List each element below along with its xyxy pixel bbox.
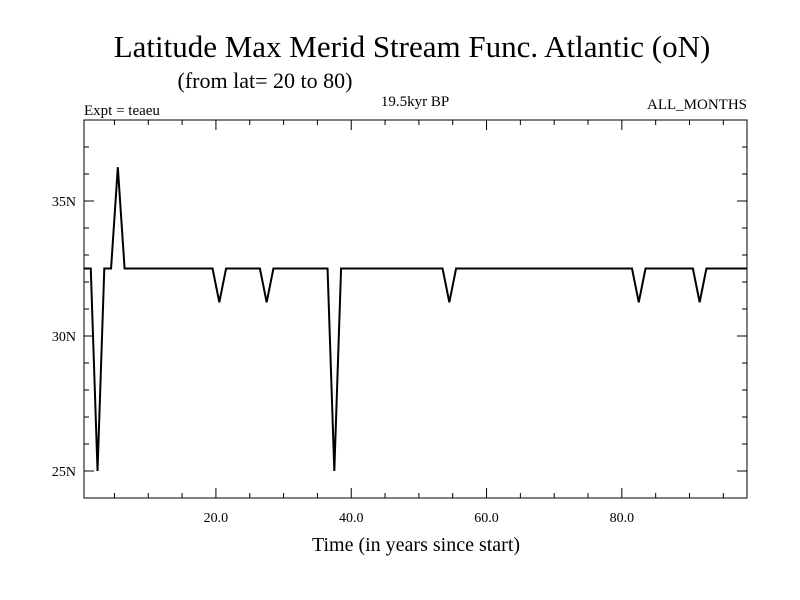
x-tick-label: 20.0: [204, 511, 229, 526]
plot-frame: [83, 119, 748, 499]
x-tick-label: 40.0: [339, 511, 364, 526]
series-line: [84, 167, 747, 472]
period-label: 19.5kyr BP: [381, 94, 449, 110]
y-tick-label: 30N: [52, 330, 76, 345]
axis-tick-labels: 20.0 40.0 60.0 80.0 25N 30N 35N: [52, 195, 634, 526]
x-tick-label: 80.0: [610, 511, 635, 526]
months-label: ALL_MONTHS: [647, 97, 747, 113]
x-tick-label: 60.0: [474, 511, 499, 526]
chart-title: Latitude Max Merid Stream Func. Atlantic…: [114, 29, 711, 64]
axis-ticks: [84, 119, 747, 499]
chart-subtitle: (from lat= 20 to 80): [178, 68, 353, 93]
y-tick-label: 25N: [52, 465, 76, 480]
experiment-label: Expt = teaeu: [84, 103, 160, 119]
x-axis-label: Time (in years since start): [312, 534, 520, 556]
y-tick-label: 35N: [52, 195, 76, 210]
